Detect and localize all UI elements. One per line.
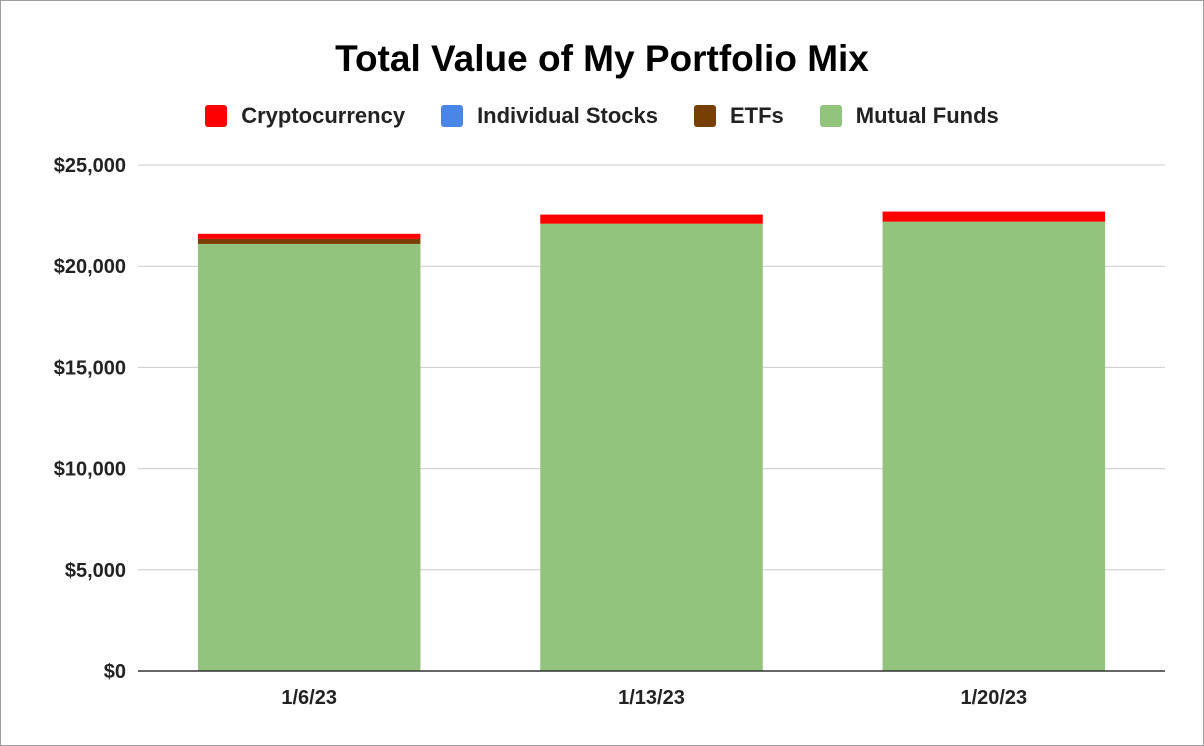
chart-legend: Cryptocurrency Individual Stocks ETFs Mutua… bbox=[1, 103, 1203, 129]
legend-item: Individual Stocks bbox=[441, 103, 658, 129]
y-tick-label: $5,000 bbox=[65, 560, 126, 582]
x-tick-label: 1/6/23 bbox=[281, 687, 337, 709]
y-tick-label: $10,000 bbox=[54, 459, 126, 481]
x-tick-label: 1/20/23 bbox=[960, 687, 1027, 709]
legend-swatch bbox=[441, 105, 464, 127]
chart-title: Total Value of My Portfolio Mix bbox=[335, 38, 869, 79]
bar-segment-cryptocurrency bbox=[197, 233, 421, 239]
legend-label: Mutual Funds bbox=[855, 103, 999, 128]
legend-label: Cryptocurrency bbox=[241, 103, 406, 128]
legend-item: ETFs bbox=[694, 103, 784, 129]
bar-segment-mutual-funds bbox=[882, 221, 1106, 671]
y-tick-label: $20,000 bbox=[54, 256, 126, 278]
y-tick-label: $15,000 bbox=[54, 357, 126, 379]
legend-swatch bbox=[819, 105, 842, 127]
legend-label: ETFs bbox=[730, 103, 784, 128]
bar-segment-etfs bbox=[197, 238, 421, 244]
y-tick-label: $0 bbox=[104, 661, 126, 683]
bar-segment-mutual-funds bbox=[540, 223, 763, 672]
legend-label: Individual Stocks bbox=[477, 103, 658, 128]
bar-segment-cryptocurrency bbox=[540, 214, 763, 224]
y-tick-label: $25,000 bbox=[54, 155, 126, 177]
legend-item: Mutual Funds bbox=[819, 103, 999, 129]
x-tick-label: 1/13/23 bbox=[618, 687, 685, 709]
legend-item: Cryptocurrency bbox=[205, 103, 405, 129]
legend-swatch bbox=[205, 105, 228, 127]
legend-swatch bbox=[694, 105, 716, 127]
bar-segment-cryptocurrency bbox=[882, 211, 1106, 222]
bar-segment-mutual-funds bbox=[197, 243, 421, 671]
